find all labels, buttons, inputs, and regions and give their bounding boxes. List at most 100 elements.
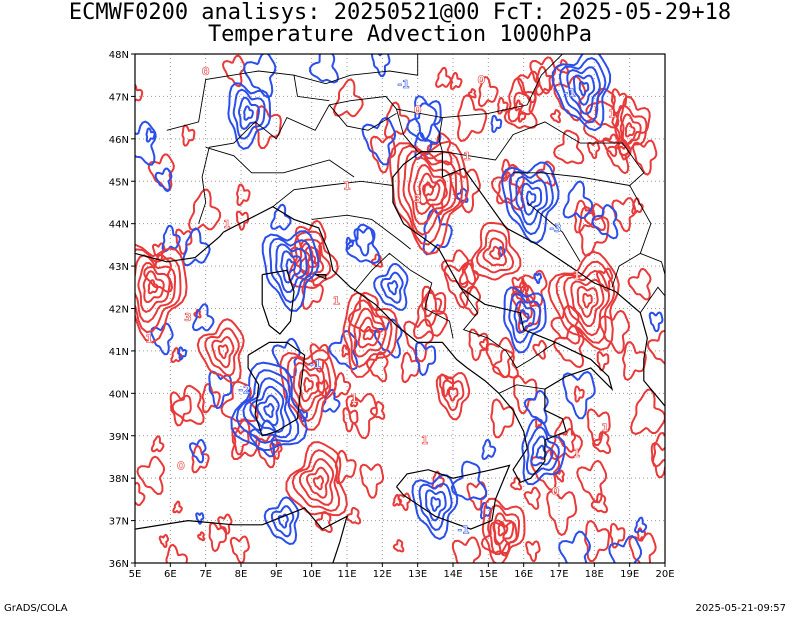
positive-contour — [397, 492, 412, 512]
positive-contour — [135, 243, 188, 344]
positive-contour — [651, 432, 665, 468]
positive-contour — [584, 519, 611, 563]
positive-contour — [353, 307, 387, 358]
positive-contour — [586, 140, 601, 160]
border-line — [526, 202, 581, 263]
positive-contour — [492, 348, 519, 379]
contour-label: -3 — [549, 222, 561, 235]
positive-contour — [147, 279, 159, 295]
positive-contour — [342, 291, 398, 378]
contour-label: 1 — [463, 150, 471, 163]
negative-contour — [145, 127, 156, 143]
contour-label: 0 — [202, 65, 210, 78]
positive-contour — [530, 448, 561, 492]
positive-contour — [172, 500, 183, 514]
positive-contour — [489, 245, 501, 261]
positive-contour — [135, 248, 182, 334]
positive-contour — [365, 351, 389, 383]
positive-contour — [529, 56, 557, 95]
negative-contour — [530, 435, 554, 467]
positive-contour — [449, 71, 463, 90]
positive-contour — [135, 83, 144, 103]
positive-contour — [606, 138, 632, 175]
contour-label: 1 — [573, 269, 581, 282]
positive-contour — [442, 379, 465, 412]
positive-contour — [596, 350, 610, 372]
negative-contour — [490, 114, 503, 134]
positive-contour — [592, 430, 612, 455]
negative-contour — [515, 175, 549, 226]
positive-contour — [550, 304, 581, 345]
positive-contour — [477, 76, 499, 108]
negative-contour — [256, 394, 280, 427]
positive-contour — [467, 88, 477, 99]
contour-label: 0 — [414, 103, 422, 116]
positive-contour — [197, 531, 206, 542]
contour-label: -2 — [238, 383, 250, 396]
positive-contour — [549, 416, 583, 461]
negative-contour — [525, 190, 537, 207]
positive-contour — [609, 522, 626, 549]
positive-contour — [512, 374, 538, 415]
positive-contour — [507, 77, 537, 123]
negative-contour — [195, 512, 205, 525]
positive-contour — [629, 388, 665, 436]
contour-label: -1 — [563, 86, 575, 99]
negative-contour — [235, 369, 300, 444]
positive-contour — [511, 276, 526, 296]
positive-contour — [624, 122, 636, 138]
negative-contour — [135, 120, 157, 166]
positive-contour — [423, 181, 435, 197]
contour-label: -1 — [397, 78, 409, 91]
negative-contour — [321, 388, 341, 413]
positive-contour — [517, 70, 541, 104]
negative-contour — [501, 161, 560, 245]
positive-contour — [573, 199, 596, 234]
positive-contour — [181, 124, 196, 147]
negative-contour — [566, 66, 601, 116]
negative-contour — [533, 272, 542, 285]
contour-label: 0 — [477, 74, 485, 87]
positive-contour — [292, 361, 326, 412]
negative-contour — [535, 444, 548, 460]
contour-label: 1 — [421, 434, 429, 447]
coastline — [247, 341, 306, 437]
lat-tick-label: 42N — [109, 305, 129, 316]
positive-contour — [392, 539, 405, 553]
positive-contour — [586, 408, 611, 447]
positive-contour — [170, 347, 183, 364]
lat-tick-label: 39N — [109, 432, 129, 443]
negative-contour — [591, 204, 619, 240]
positive-contour — [563, 269, 611, 337]
negative-contour — [268, 237, 314, 304]
negative-contour — [242, 377, 292, 439]
lon-tick-label: 7E — [199, 569, 212, 580]
lon-tick-label: 13E — [408, 569, 427, 580]
positive-contour — [497, 520, 509, 537]
contour-label: 1 — [223, 218, 231, 231]
positive-contour — [627, 267, 652, 301]
positive-contour — [610, 88, 628, 115]
border-line — [442, 54, 563, 119]
contour-label: 1 — [573, 447, 581, 460]
positive-contour — [305, 466, 330, 499]
negative-contour — [230, 361, 308, 452]
positive-contour — [135, 254, 177, 323]
positive-contour — [165, 543, 189, 563]
positive-contour — [497, 96, 509, 115]
lat-tick-label: 41N — [109, 347, 129, 358]
negative-contour — [558, 57, 607, 124]
negative-contour — [275, 243, 308, 294]
negative-contour — [328, 330, 359, 371]
lat-tick-label: 36N — [109, 559, 129, 570]
positive-contour — [621, 341, 647, 382]
negative-contour — [191, 303, 215, 332]
border-line — [293, 54, 419, 85]
lat-tick-label: 43N — [109, 262, 129, 273]
lon-tick-label: 15E — [479, 569, 498, 580]
positive-contour — [288, 230, 339, 290]
contour-label: 0 — [177, 460, 185, 473]
coastline — [396, 464, 511, 530]
positive-contour — [169, 391, 192, 427]
positive-contour — [590, 492, 609, 514]
